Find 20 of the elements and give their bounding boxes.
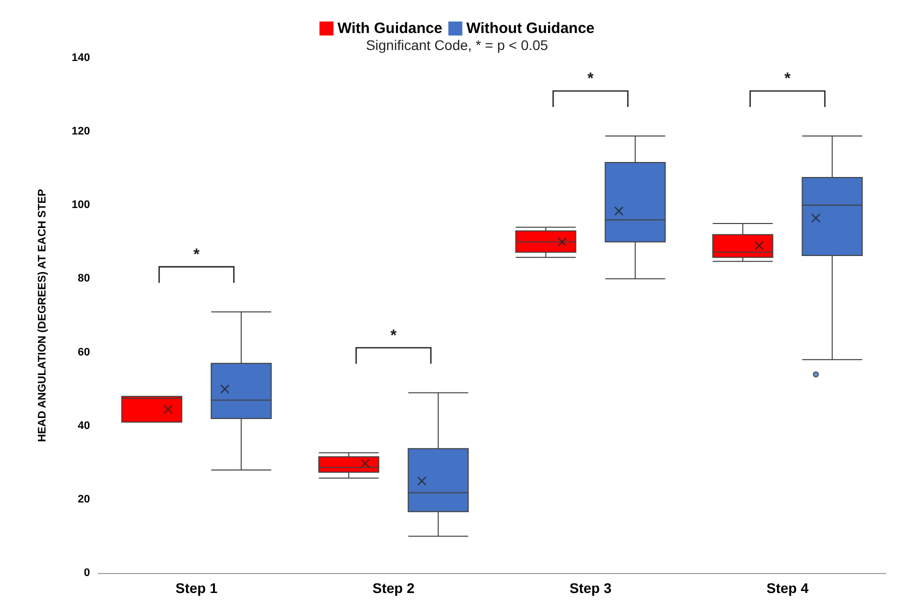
y-tick-label: 140 (72, 52, 90, 64)
legend-label: With Guidance (337, 20, 442, 37)
legend-label: Without Guidance (466, 20, 595, 37)
x-tick-label: Step 1 (175, 580, 218, 596)
annotation: * (587, 70, 594, 88)
y-axis-title: HEAD ANGULATION (DEGREES) AT EACH STEP (36, 188, 48, 442)
x-tick-label: Step 3 (569, 580, 612, 596)
x-tick-label: Step 2 (372, 580, 415, 596)
y-tick-label: 80 (78, 272, 90, 285)
y-tick-label: 60 (78, 346, 90, 358)
y-tick-label: 120 (72, 126, 90, 138)
y-tick-label: 20 (78, 493, 90, 506)
annotation: * (390, 327, 398, 344)
y-tick-label: 0 (84, 567, 90, 579)
text: Significant Code, * = p < 0.05 (366, 37, 548, 53)
y-tick-label: 100 (72, 199, 90, 212)
annotation: * (784, 70, 792, 88)
y-tick-label: 40 (78, 420, 90, 432)
x-tick-label: Step 4 (766, 580, 809, 596)
annotation: * (193, 246, 200, 264)
